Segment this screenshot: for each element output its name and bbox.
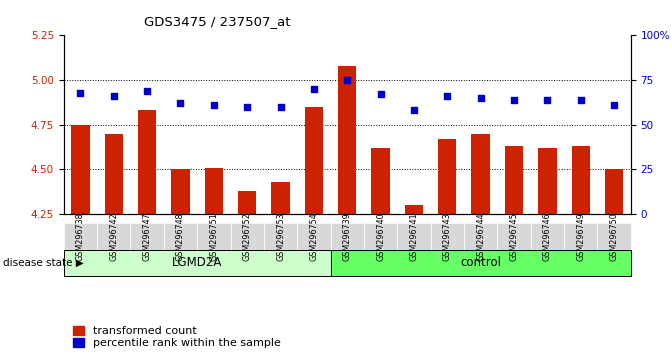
Text: GSM296743: GSM296743 [443,212,452,261]
Point [309,86,319,92]
Text: GSM296750: GSM296750 [609,212,619,261]
Text: GSM296740: GSM296740 [376,212,385,261]
Point [442,93,453,99]
Text: GSM296744: GSM296744 [476,212,485,261]
Text: GSM296739: GSM296739 [343,212,352,261]
Point [142,88,152,94]
Bar [472,134,490,214]
Bar [372,148,390,214]
Bar [505,146,523,214]
Bar [605,170,623,214]
Point [175,101,186,106]
Bar [105,134,123,214]
Text: GSM296754: GSM296754 [309,212,319,261]
Point [375,92,386,97]
Point [409,108,419,113]
Text: GSM296752: GSM296752 [243,212,252,261]
Text: GSM296746: GSM296746 [543,212,552,261]
Bar [305,107,323,214]
Bar [205,168,223,214]
Bar [338,66,356,214]
Point [109,93,119,99]
Point [75,90,86,96]
Bar [71,125,90,214]
Bar [271,182,290,214]
Bar [538,148,556,214]
Bar [572,146,590,214]
Text: GSM296745: GSM296745 [509,212,519,261]
Point [575,97,586,103]
Point [609,102,619,108]
Point [342,77,353,83]
Bar [405,205,423,214]
Text: disease state ▶: disease state ▶ [3,258,84,268]
Text: GSM296738: GSM296738 [76,212,85,261]
Point [275,104,286,110]
Text: GSM296747: GSM296747 [143,212,152,261]
Bar [438,139,456,214]
Point [475,95,486,101]
Legend: transformed count, percentile rank within the sample: transformed count, percentile rank withi… [72,326,280,348]
Text: GSM296748: GSM296748 [176,212,185,261]
Text: GSM296741: GSM296741 [409,212,419,261]
Text: LGMD2A: LGMD2A [172,256,222,269]
Text: control: control [460,256,501,269]
Text: GSM296742: GSM296742 [109,212,118,261]
Bar [238,191,256,214]
Text: GDS3475 / 237507_at: GDS3475 / 237507_at [144,15,291,28]
Text: GSM296751: GSM296751 [209,212,218,261]
Bar [138,110,156,214]
Point [242,104,252,110]
Point [542,97,553,103]
Text: GSM296753: GSM296753 [276,212,285,261]
Point [509,97,519,103]
Text: GSM296749: GSM296749 [576,212,585,261]
Point [209,102,219,108]
Bar [171,170,190,214]
